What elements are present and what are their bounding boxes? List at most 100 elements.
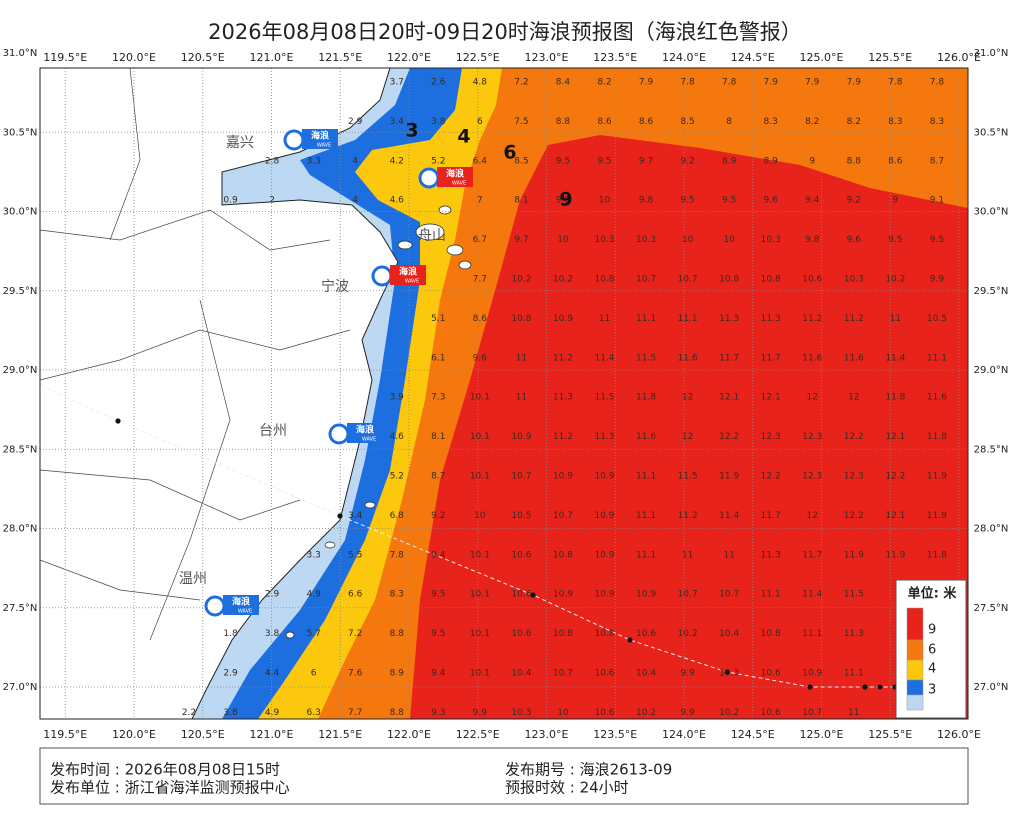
wave-height-value: 4.8 bbox=[473, 78, 488, 88]
wave-height-value: 9.9 bbox=[473, 708, 488, 718]
wave-height-value: 4 bbox=[352, 196, 358, 206]
wave-height-value: 8.4 bbox=[556, 78, 571, 88]
lon-tick-label-bottom: 124.0°E bbox=[662, 728, 706, 741]
legend-title: 单位: 米 bbox=[908, 586, 958, 602]
wave-height-value: 10.3 bbox=[761, 235, 781, 245]
wave-height-value: 11.9 bbox=[844, 550, 864, 560]
border-line bbox=[40, 209, 331, 251]
wave-height-value: 3.8 bbox=[265, 629, 280, 639]
wave-height-value: 11.7 bbox=[761, 353, 781, 363]
wave-height-value: 8.9 bbox=[764, 156, 779, 166]
wave-height-value: 10.9 bbox=[553, 472, 573, 482]
wave-height-value: 10.7 bbox=[678, 590, 698, 600]
wave-height-value: 12 bbox=[682, 432, 693, 442]
wave-height-value: 8.2 bbox=[597, 78, 611, 88]
lon-tick-label-bottom: 121.5°E bbox=[318, 728, 362, 741]
wave-height-value: 8.8 bbox=[556, 117, 571, 127]
wave-height-value: 4.4 bbox=[265, 669, 280, 679]
lat-tick-label-right: 28.0°N bbox=[974, 524, 1009, 535]
island bbox=[438, 205, 452, 215]
wave-height-value: 2.6 bbox=[431, 78, 446, 88]
wave-height-value: 11.6 bbox=[927, 393, 947, 403]
wave-height-value: 10.7 bbox=[553, 511, 573, 521]
map-title: 2026年08月08日20时-09日20时海浪预报图（海浪红色警报） bbox=[208, 20, 802, 44]
zone-9 bbox=[410, 135, 968, 719]
wave-height-value: 11.5 bbox=[594, 393, 614, 403]
border-line bbox=[40, 559, 201, 601]
wave-height-value: 11.9 bbox=[885, 550, 905, 560]
legend-level: 9 bbox=[928, 623, 936, 638]
wave-height-value: 10.8 bbox=[553, 550, 573, 560]
wave-height-value: 11.8 bbox=[927, 550, 947, 560]
wave-height-value: 8.5 bbox=[514, 156, 528, 166]
wave-height-value: 12.3 bbox=[844, 472, 864, 482]
wave-height-value: 11.7 bbox=[719, 353, 739, 363]
wave-height-value: 8.7 bbox=[431, 472, 445, 482]
wave-height-value: 9.5 bbox=[431, 629, 445, 639]
wave-height-value: 10.8 bbox=[761, 629, 781, 639]
wave-height-value: 12.1 bbox=[761, 393, 781, 403]
wave-height-value: 11 bbox=[599, 314, 610, 324]
island bbox=[364, 501, 376, 509]
logo-badge bbox=[390, 265, 426, 285]
wave-height-value: 11.8 bbox=[636, 393, 656, 403]
wave-height-value: 4.9 bbox=[306, 590, 321, 600]
wave-height-value: 6.4 bbox=[473, 156, 488, 166]
wave-height-value: 12.2 bbox=[844, 511, 864, 521]
wave-height-value: 6 bbox=[311, 669, 317, 679]
wave-height-value: 10.9 bbox=[553, 314, 573, 324]
wave-height-value: 10.2 bbox=[678, 629, 698, 639]
wave-height-value: 5.7 bbox=[306, 629, 320, 639]
wave-height-value: 10.7 bbox=[719, 590, 739, 600]
border-line bbox=[40, 469, 301, 521]
wave-height-value: 10.4 bbox=[719, 629, 739, 639]
lat-tick-label-right: 27.0°N bbox=[974, 682, 1009, 693]
lat-tick-label-left: 31.0°N bbox=[3, 48, 38, 59]
wave-height-value: 7 bbox=[477, 196, 483, 206]
wave-height-value: 12 bbox=[848, 393, 859, 403]
wave-height-value: 3.7 bbox=[390, 78, 404, 88]
wave-height-value: 10.7 bbox=[511, 472, 531, 482]
track-point bbox=[627, 637, 633, 643]
wave-height-value: 10.1 bbox=[470, 432, 490, 442]
logo-sub: WAVE bbox=[238, 609, 252, 615]
wave-height-value: 6.6 bbox=[348, 590, 363, 600]
lon-tick-label-bottom: 120.5°E bbox=[181, 728, 225, 741]
island bbox=[285, 631, 295, 639]
wave-height-value: 10.3 bbox=[511, 708, 531, 718]
wave-height-value: 10.2 bbox=[636, 708, 656, 718]
contour-label: 9 bbox=[559, 189, 572, 211]
wave-height-value: 5.5 bbox=[348, 550, 362, 560]
wave-height-value: 6.7 bbox=[473, 235, 487, 245]
wave-height-value: 8.6 bbox=[597, 117, 612, 127]
wave-height-value: 1.8 bbox=[223, 629, 238, 639]
wave-height-value: 6.3 bbox=[306, 708, 320, 718]
logo-sub: WAVE bbox=[405, 279, 419, 285]
wave-height-value: 10.1 bbox=[470, 472, 490, 482]
footer-text: 发布期号 : 海浪2613-09 bbox=[505, 761, 672, 779]
wave-height-value: 9.4 bbox=[431, 669, 446, 679]
contour-label: 3 bbox=[405, 120, 418, 142]
track-point bbox=[337, 513, 343, 519]
lat-tick-label-left: 28.5°N bbox=[3, 444, 38, 455]
wave-height-value: 10.3 bbox=[594, 235, 614, 245]
lon-tick-label-top: 119.5°E bbox=[43, 51, 87, 64]
lon-tick-label-bottom: 126.0°E bbox=[937, 728, 981, 741]
wave-height-value: 8.3 bbox=[888, 117, 902, 127]
wave-height-value: 10.5 bbox=[927, 314, 947, 324]
wave-height-value: 11.8 bbox=[927, 432, 947, 442]
logo-swirl bbox=[204, 595, 226, 617]
logo-name: 海浪 bbox=[356, 424, 374, 436]
logo-swirl bbox=[418, 167, 440, 189]
logo-sub: WAVE bbox=[362, 437, 376, 443]
wave-height-value: 11.8 bbox=[885, 393, 905, 403]
wave-height-value: 8.9 bbox=[390, 669, 405, 679]
wave-height-value: 10.9 bbox=[594, 550, 614, 560]
lon-tick-label-top: 125.5°E bbox=[868, 51, 912, 64]
wave-height-value: 10.2 bbox=[719, 708, 739, 718]
wave-height-value: 2.2 bbox=[182, 708, 196, 718]
wave-height-value: 3.9 bbox=[390, 393, 405, 403]
wave-height-value: 11 bbox=[890, 314, 901, 324]
wave-height-value: 12.3 bbox=[802, 472, 822, 482]
